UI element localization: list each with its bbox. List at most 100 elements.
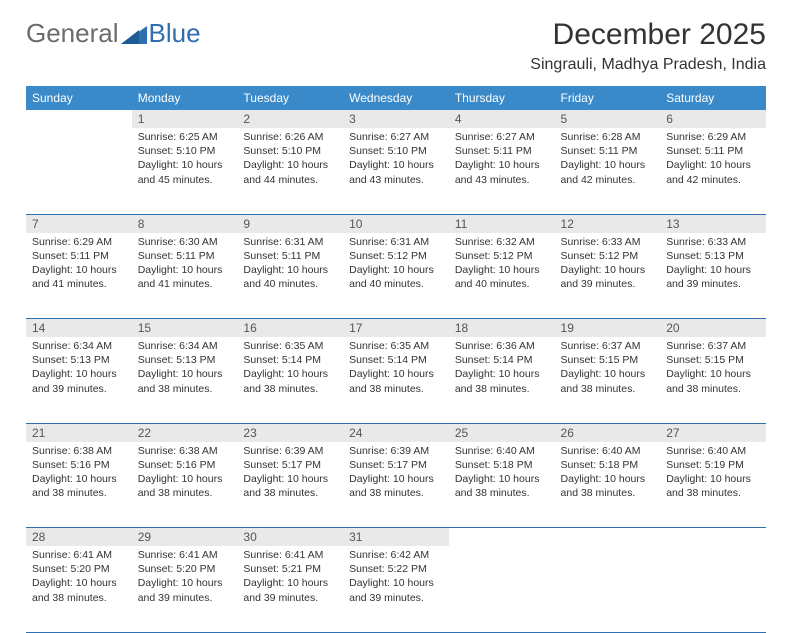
daylight-text: Daylight: 10 hours and 38 minutes. (561, 367, 655, 395)
day-details: Sunrise: 6:26 AMSunset: 5:10 PMDaylight:… (237, 128, 343, 193)
sunset-text: Sunset: 5:10 PM (243, 144, 337, 158)
day-header: Sunday (26, 86, 132, 110)
day-details: Sunrise: 6:37 AMSunset: 5:15 PMDaylight:… (660, 337, 766, 402)
day-number: 18 (449, 319, 555, 337)
day-number: 15 (132, 319, 238, 337)
sunrise-text: Sunrise: 6:29 AM (666, 130, 760, 144)
daylight-text: Daylight: 10 hours and 38 minutes. (349, 472, 443, 500)
sunset-text: Sunset: 5:15 PM (561, 353, 655, 367)
day-cell: Sunrise: 6:33 AMSunset: 5:13 PMDaylight:… (660, 233, 766, 319)
sunset-text: Sunset: 5:10 PM (349, 144, 443, 158)
sunrise-text: Sunrise: 6:41 AM (32, 548, 126, 562)
day-details: Sunrise: 6:28 AMSunset: 5:11 PMDaylight:… (555, 128, 661, 193)
daylight-text: Daylight: 10 hours and 38 minutes. (666, 367, 760, 395)
sunrise-text: Sunrise: 6:38 AM (138, 444, 232, 458)
day-cell: Sunrise: 6:31 AMSunset: 5:11 PMDaylight:… (237, 233, 343, 319)
sunrise-text: Sunrise: 6:39 AM (349, 444, 443, 458)
day-details: Sunrise: 6:35 AMSunset: 5:14 PMDaylight:… (237, 337, 343, 402)
sunset-text: Sunset: 5:11 PM (32, 249, 126, 263)
day-number: 16 (237, 319, 343, 337)
day-number: 31 (343, 528, 449, 546)
day-details: Sunrise: 6:29 AMSunset: 5:11 PMDaylight:… (26, 233, 132, 298)
week-number-row: 28293031 (26, 528, 766, 547)
day-cell: Sunrise: 6:41 AMSunset: 5:20 PMDaylight:… (132, 546, 238, 632)
sunset-text: Sunset: 5:10 PM (138, 144, 232, 158)
day-header-row: Sunday Monday Tuesday Wednesday Thursday… (26, 86, 766, 110)
day-number: 3 (343, 110, 449, 128)
day-details: Sunrise: 6:38 AMSunset: 5:16 PMDaylight:… (26, 442, 132, 507)
daylight-text: Daylight: 10 hours and 39 minutes. (138, 576, 232, 604)
sunrise-text: Sunrise: 6:34 AM (32, 339, 126, 353)
day-cell: Sunrise: 6:29 AMSunset: 5:11 PMDaylight:… (26, 233, 132, 319)
day-number: 21 (26, 424, 132, 442)
day-number (449, 528, 555, 532)
day-number: 29 (132, 528, 238, 546)
day-details: Sunrise: 6:41 AMSunset: 5:20 PMDaylight:… (26, 546, 132, 611)
day-cell: Sunrise: 6:40 AMSunset: 5:18 PMDaylight:… (555, 442, 661, 528)
day-cell: Sunrise: 6:41 AMSunset: 5:20 PMDaylight:… (26, 546, 132, 632)
day-number: 26 (555, 424, 661, 442)
day-cell: Sunrise: 6:31 AMSunset: 5:12 PMDaylight:… (343, 233, 449, 319)
daylight-text: Daylight: 10 hours and 38 minutes. (138, 367, 232, 395)
day-header: Wednesday (343, 86, 449, 110)
day-details: Sunrise: 6:34 AMSunset: 5:13 PMDaylight:… (132, 337, 238, 402)
sunset-text: Sunset: 5:11 PM (561, 144, 655, 158)
day-details: Sunrise: 6:34 AMSunset: 5:13 PMDaylight:… (26, 337, 132, 402)
day-details: Sunrise: 6:29 AMSunset: 5:11 PMDaylight:… (660, 128, 766, 193)
week-content-row: Sunrise: 6:29 AMSunset: 5:11 PMDaylight:… (26, 233, 766, 319)
day-number: 2 (237, 110, 343, 128)
sunset-text: Sunset: 5:16 PM (138, 458, 232, 472)
logo-triangle-icon (121, 24, 147, 44)
sunset-text: Sunset: 5:13 PM (138, 353, 232, 367)
day-details: Sunrise: 6:41 AMSunset: 5:20 PMDaylight:… (132, 546, 238, 611)
location-text: Singrauli, Madhya Pradesh, India (530, 56, 766, 74)
sunrise-text: Sunrise: 6:31 AM (243, 235, 337, 249)
sunrise-text: Sunrise: 6:41 AM (243, 548, 337, 562)
day-number: 9 (237, 215, 343, 233)
day-number: 27 (660, 424, 766, 442)
sunset-text: Sunset: 5:14 PM (349, 353, 443, 367)
sunset-text: Sunset: 5:18 PM (561, 458, 655, 472)
daylight-text: Daylight: 10 hours and 43 minutes. (349, 158, 443, 186)
day-details: Sunrise: 6:40 AMSunset: 5:18 PMDaylight:… (555, 442, 661, 507)
day-number: 23 (237, 424, 343, 442)
sunrise-text: Sunrise: 6:27 AM (349, 130, 443, 144)
sunset-text: Sunset: 5:13 PM (666, 249, 760, 263)
day-number: 1 (132, 110, 238, 128)
day-details: Sunrise: 6:38 AMSunset: 5:16 PMDaylight:… (132, 442, 238, 507)
daylight-text: Daylight: 10 hours and 44 minutes. (243, 158, 337, 186)
month-title: December 2025 (530, 18, 766, 52)
day-number (660, 528, 766, 532)
daylight-text: Daylight: 10 hours and 41 minutes. (32, 263, 126, 291)
sunrise-text: Sunrise: 6:38 AM (32, 444, 126, 458)
sunrise-text: Sunrise: 6:30 AM (138, 235, 232, 249)
day-header: Tuesday (237, 86, 343, 110)
day-number: 22 (132, 424, 238, 442)
day-details: Sunrise: 6:27 AMSunset: 5:11 PMDaylight:… (449, 128, 555, 193)
sunset-text: Sunset: 5:12 PM (561, 249, 655, 263)
day-details: Sunrise: 6:40 AMSunset: 5:19 PMDaylight:… (660, 442, 766, 507)
day-number: 7 (26, 215, 132, 233)
day-cell: Sunrise: 6:32 AMSunset: 5:12 PMDaylight:… (449, 233, 555, 319)
daylight-text: Daylight: 10 hours and 38 minutes. (561, 472, 655, 500)
sunrise-text: Sunrise: 6:33 AM (666, 235, 760, 249)
sunrise-text: Sunrise: 6:34 AM (138, 339, 232, 353)
day-cell (555, 546, 661, 632)
day-number: 5 (555, 110, 661, 128)
sunset-text: Sunset: 5:22 PM (349, 562, 443, 576)
logo: General Blue (26, 18, 201, 49)
sunset-text: Sunset: 5:20 PM (32, 562, 126, 576)
day-cell: Sunrise: 6:42 AMSunset: 5:22 PMDaylight:… (343, 546, 449, 632)
day-header: Saturday (660, 86, 766, 110)
daylight-text: Daylight: 10 hours and 38 minutes. (32, 576, 126, 604)
daylight-text: Daylight: 10 hours and 38 minutes. (243, 367, 337, 395)
week-content-row: Sunrise: 6:34 AMSunset: 5:13 PMDaylight:… (26, 337, 766, 423)
sunset-text: Sunset: 5:17 PM (349, 458, 443, 472)
sunset-text: Sunset: 5:11 PM (455, 144, 549, 158)
day-header: Thursday (449, 86, 555, 110)
sunset-text: Sunset: 5:17 PM (243, 458, 337, 472)
week-number-row: 14151617181920 (26, 319, 766, 338)
sunrise-text: Sunrise: 6:26 AM (243, 130, 337, 144)
day-details: Sunrise: 6:32 AMSunset: 5:12 PMDaylight:… (449, 233, 555, 298)
day-header: Friday (555, 86, 661, 110)
